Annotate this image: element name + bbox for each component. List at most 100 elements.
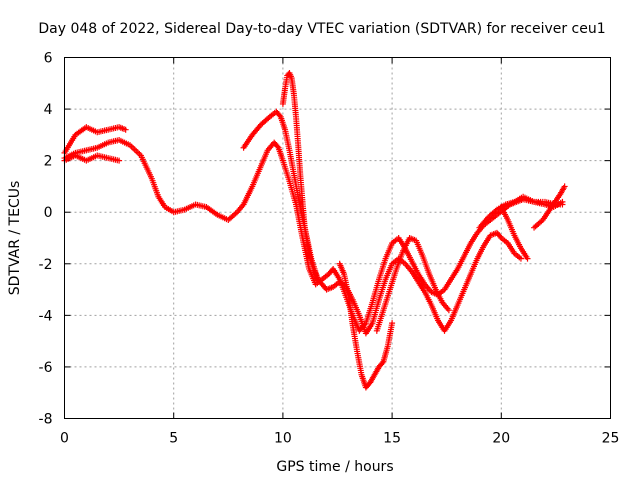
x-tick-label: 15 xyxy=(383,431,401,447)
data-point xyxy=(122,126,129,133)
data-point-trail xyxy=(416,280,427,294)
data-point-trail xyxy=(400,236,412,253)
data-point-trail xyxy=(316,277,329,292)
y-tick-label: 2 xyxy=(44,154,53,170)
data-point xyxy=(524,255,531,262)
data-point-trail xyxy=(350,298,362,317)
x-tick-label: 25 xyxy=(602,431,620,447)
data-point-trail xyxy=(427,273,438,291)
data-point-trail xyxy=(62,133,78,155)
data-point-trail xyxy=(163,205,175,215)
data-point-trail xyxy=(408,235,418,243)
data-point-trail xyxy=(286,149,297,175)
data-point-trail xyxy=(532,218,545,230)
data-point-trail xyxy=(331,267,342,281)
data-point xyxy=(559,198,566,205)
data-point-trail xyxy=(377,360,386,369)
data-point-trail xyxy=(216,212,230,223)
y-tick-label: -4 xyxy=(39,308,53,324)
data-point-trail xyxy=(85,124,99,135)
data-point-trail xyxy=(440,301,451,312)
data-point-trail xyxy=(299,237,312,270)
data-point-trail xyxy=(423,282,434,294)
data-point-trail xyxy=(403,247,414,263)
data-point-trail xyxy=(241,133,255,150)
data-point-trail xyxy=(311,267,321,281)
data-point-trail xyxy=(420,255,432,276)
data-point-trail xyxy=(272,140,281,150)
data-point-trail xyxy=(205,205,219,217)
data-point-trail xyxy=(282,128,293,152)
data-point-trail xyxy=(363,380,373,390)
data-point-trail xyxy=(513,251,523,261)
data-point-trail xyxy=(259,115,272,127)
tick-labels: 0 5 10 15 20 25 -8 -6 -4 -2 0 2 4 6 xyxy=(39,51,620,447)
data-point-trail xyxy=(403,262,414,273)
data-point-trail xyxy=(274,109,283,119)
data-point-trail xyxy=(370,278,382,304)
data-point-trail xyxy=(350,324,360,353)
data-point-trail xyxy=(338,280,348,289)
data-point-trail xyxy=(495,231,504,240)
data-point-trail xyxy=(370,298,382,324)
data-point-trail xyxy=(235,203,246,214)
y-tick-label: 4 xyxy=(44,102,53,118)
data-point-trail xyxy=(331,280,342,289)
data-point-trail xyxy=(226,210,239,222)
data-point-trail xyxy=(468,231,480,245)
data-point-trail xyxy=(505,218,517,237)
data-point-trail xyxy=(258,149,270,167)
data-point xyxy=(445,307,452,314)
data-point-trail xyxy=(326,267,336,276)
data-point-trail xyxy=(413,239,425,258)
data-point-trail xyxy=(519,247,530,260)
chart-title: Day 048 of 2022, Sidereal Day-to-day VTE… xyxy=(38,21,605,37)
data-point-trail xyxy=(409,260,421,276)
x-tick-label: 0 xyxy=(60,431,69,447)
data-point-trail xyxy=(280,159,292,183)
data-point-trail xyxy=(442,277,453,291)
data-point-trail xyxy=(455,254,467,271)
x-tick-label: 5 xyxy=(169,431,178,447)
data-point-trail xyxy=(291,92,299,118)
data-point xyxy=(389,320,396,327)
data-point-trail xyxy=(422,290,434,307)
data-point-trail xyxy=(363,321,375,335)
data-point-trail xyxy=(107,155,121,164)
data-series-6 xyxy=(336,260,396,391)
data-point-trail xyxy=(486,207,499,220)
data-point xyxy=(314,276,321,283)
data-point-trail xyxy=(475,244,486,260)
data-point-trail xyxy=(354,350,365,376)
y-tick-label: 6 xyxy=(44,51,53,67)
data-point-trail xyxy=(250,164,264,188)
data-point-trail xyxy=(481,234,493,248)
data-point-trail xyxy=(288,77,297,95)
data-point-trail xyxy=(325,284,335,292)
data-point-trail xyxy=(505,241,517,255)
data-points xyxy=(61,69,568,391)
data-point-trail xyxy=(416,272,427,286)
data-point-trail xyxy=(409,270,421,284)
data-point-trail xyxy=(302,226,312,255)
data-point-trail xyxy=(96,140,110,150)
data-point-trail xyxy=(117,137,132,148)
data-point-trail xyxy=(376,278,388,301)
data-point-trail xyxy=(96,152,110,161)
data-point-trail xyxy=(448,303,460,322)
data-point-trail xyxy=(374,309,386,332)
x-axis-label: GPS time / hours xyxy=(276,459,393,475)
plot-frame xyxy=(64,57,611,419)
data-point-trail xyxy=(461,273,473,291)
data-point-trail xyxy=(521,194,536,205)
data-point-trail xyxy=(372,365,382,377)
y-axis-label: SDTVAR / TECUs xyxy=(7,181,23,296)
data-series-7 xyxy=(373,235,452,334)
data-point-trail xyxy=(291,172,301,198)
data-point-trail xyxy=(383,262,395,281)
data-point-trail xyxy=(278,115,288,131)
data-point-trail xyxy=(390,236,401,245)
grid xyxy=(64,57,611,419)
data-point-trail xyxy=(383,242,395,260)
data-point-trail xyxy=(73,125,88,137)
